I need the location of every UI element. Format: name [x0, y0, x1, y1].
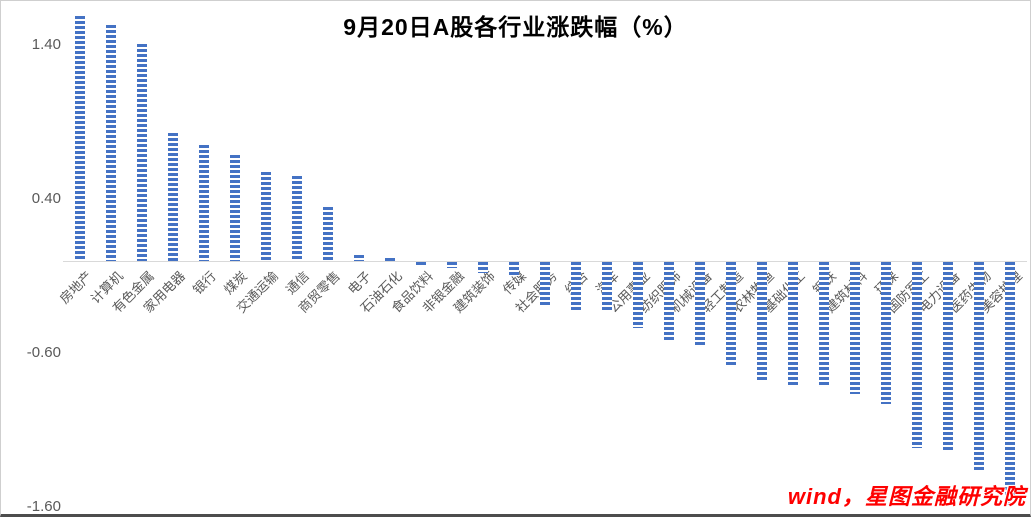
chart-bar [974, 262, 984, 470]
chart-bar [292, 176, 302, 261]
chart-bar [943, 262, 953, 450]
chart-bar [881, 262, 891, 404]
chart-bar [850, 262, 860, 394]
chart-bar [757, 262, 767, 382]
chart-bar [199, 145, 209, 261]
chart-bar [540, 262, 550, 307]
chart-bar [385, 258, 395, 261]
chart-bar [571, 262, 581, 310]
chart-bar [509, 262, 519, 276]
y-axis-tick-label: 1.40 [31, 36, 61, 54]
chart-bar [106, 25, 116, 261]
chart-bar [75, 16, 85, 261]
chart-bar [478, 262, 488, 273]
chart-bar [416, 262, 426, 267]
chart-bar [354, 255, 364, 261]
chart-bar [695, 262, 705, 345]
chart-bar [168, 133, 178, 261]
chart-bar [261, 172, 271, 261]
category-label: 房地产 [56, 268, 95, 307]
chart-bar [788, 262, 798, 385]
watermark: wind，星图金融研究院 [787, 484, 1026, 509]
y-axis-tick-label: 0.40 [31, 190, 61, 208]
chart-bar [912, 262, 922, 448]
y-axis-tick-label: -0.60 [26, 344, 61, 362]
x-axis-line [63, 261, 1027, 262]
chart-bar [633, 262, 643, 328]
category-label: 银行 [189, 268, 219, 298]
chart-bar [323, 207, 333, 261]
chart-title: 9月20日A股各行业涨跌幅（%） [343, 14, 688, 40]
chart-bar [447, 262, 457, 268]
chart-bar [602, 262, 612, 311]
chart-bar [819, 262, 829, 387]
chart-bar [664, 262, 674, 341]
chart-bar [1005, 262, 1015, 507]
chart-bar [137, 44, 147, 261]
y-axis-tick-label: -1.60 [26, 498, 61, 516]
chart-bar [230, 155, 240, 261]
chart-bar [726, 262, 736, 367]
